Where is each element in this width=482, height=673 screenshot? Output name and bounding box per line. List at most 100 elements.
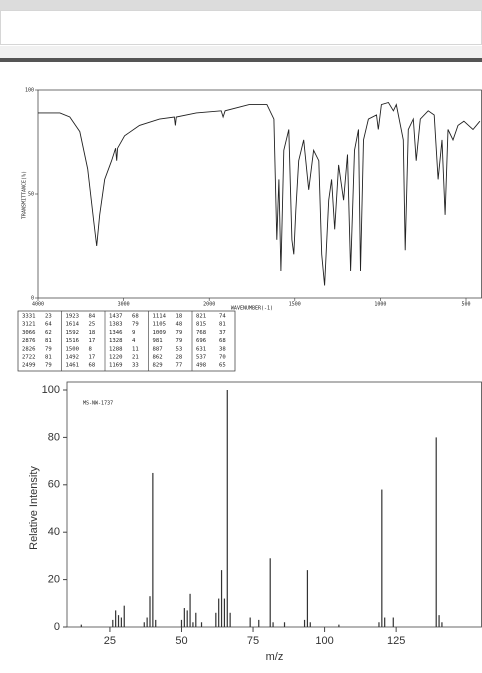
peak-transmittance: 70 [219, 355, 226, 361]
peak-wavenumber: 829 [153, 363, 163, 369]
peak-bar [229, 612, 231, 627]
peak-wavenumber: 3331 [22, 314, 35, 320]
peak-bar [120, 617, 122, 627]
y-tick-label: 0 [31, 296, 34, 302]
top-bar [0, 0, 482, 10]
x-axis-label: m/z [266, 651, 284, 663]
peak-transmittance: 68 [89, 363, 96, 369]
y-tick-label: 40 [48, 526, 60, 538]
peak-transmittance: 18 [176, 314, 183, 320]
peak-transmittance: 81 [45, 355, 52, 361]
peak-wavenumber: 3066 [22, 330, 35, 336]
spectrum-line [38, 101, 481, 286]
y-tick-label: 20 [48, 574, 60, 586]
peak-bar [123, 605, 125, 627]
peak-wavenumber: 862 [153, 355, 163, 361]
peak-bar [384, 617, 386, 627]
peak-bar [186, 610, 188, 627]
peak-wavenumber: 981 [153, 338, 163, 344]
peak-bar [115, 610, 117, 627]
peak-wavenumber: 2826 [22, 346, 35, 352]
peak-transmittance: 79 [45, 346, 52, 352]
peak-bar [438, 615, 440, 627]
x-tick-label: 75 [247, 635, 259, 647]
peak-wavenumber: 1461 [66, 363, 79, 369]
peak-wavenumber: 696 [196, 338, 206, 344]
peak-wavenumber: 537 [196, 355, 206, 361]
peak-wavenumber: 1105 [153, 322, 166, 328]
peak-wavenumber: 1923 [66, 314, 79, 320]
peak-transmittance: 23 [45, 314, 52, 320]
peak-bar [220, 570, 223, 627]
peak-wavenumber: 1288 [109, 346, 123, 352]
peak-bar [192, 622, 194, 627]
y-tick-label: 100 [25, 88, 34, 94]
peak-bar [378, 622, 380, 627]
peak-bar [309, 622, 311, 627]
peak-transmittance: 17 [89, 338, 96, 344]
peak-wavenumber: 1346 [109, 330, 122, 336]
peak-transmittance: 77 [176, 363, 183, 369]
peak-transmittance: 79 [45, 363, 52, 369]
y-axis-label: TRANSMITTANCE(%) [22, 171, 28, 219]
peak-bar [226, 390, 228, 627]
peak-bar [152, 472, 154, 627]
x-tick-label: 2000 [203, 302, 215, 308]
peak-wavenumber: 2722 [22, 355, 35, 361]
peak-wavenumber: 1500 [66, 346, 79, 352]
peak-wavenumber: 1114 [153, 314, 167, 320]
peak-bar [155, 619, 157, 627]
peak-wavenumber: 498 [196, 363, 207, 369]
peak-bar [80, 624, 82, 627]
y-tick-label: 60 [48, 479, 60, 491]
peak-transmittance: 37 [219, 330, 226, 336]
peak-transmittance: 18 [89, 330, 96, 336]
peak-transmittance: 68 [132, 314, 139, 320]
peak-transmittance: 74 [219, 314, 226, 320]
peak-wavenumber: 821 [196, 314, 206, 320]
peak-transmittance: 11 [132, 346, 139, 352]
peak-transmittance: 8 [89, 346, 93, 352]
peak-bar [258, 619, 260, 627]
peak-wavenumber: 1592 [66, 330, 79, 336]
peak-transmittance: 9 [132, 330, 135, 336]
peak-transmittance: 17 [89, 355, 96, 361]
divider [0, 58, 482, 62]
peak-transmittance: 79 [132, 322, 139, 328]
plot-frame [66, 381, 482, 628]
x-tick-label: 3000 [118, 302, 130, 308]
peak-wavenumber: 631 [196, 346, 206, 352]
peak-transmittance: 53 [176, 346, 183, 352]
peak-bar [381, 489, 383, 627]
peak-wavenumber: 768 [196, 330, 207, 336]
plot-frame [37, 89, 482, 299]
peak-wavenumber: 2499 [22, 363, 35, 369]
peak-transmittance: 65 [219, 363, 226, 369]
peak-bar [215, 612, 217, 627]
peak-transmittance: 62 [45, 330, 52, 336]
x-tick-label: 4000 [32, 302, 44, 308]
peak-transmittance: 79 [176, 338, 183, 344]
peak-table-frame [17, 310, 236, 372]
input-box [0, 10, 482, 45]
chart-title: MS-NW-1737 [83, 401, 113, 407]
peak-wavenumber: 1516 [66, 338, 79, 344]
peak-transmittance: 81 [219, 322, 226, 328]
peak-bar [283, 622, 286, 627]
peak-bar [189, 593, 191, 627]
peak-bar [112, 619, 114, 627]
peak-bar [146, 617, 148, 627]
peak-transmittance: 84 [89, 314, 96, 320]
y-tick-label: 50 [28, 192, 34, 198]
peak-bar [338, 624, 340, 627]
y-tick-label: 100 [42, 384, 60, 396]
y-tick-label: 0 [54, 621, 60, 633]
peak-transmittance: 38 [219, 346, 226, 352]
peak-wavenumber: 2876 [22, 338, 35, 344]
peak-wavenumber: 1220 [109, 355, 122, 361]
peak-bar [272, 622, 274, 627]
peak-wavenumber: 3121 [22, 322, 35, 328]
peak-bar [303, 619, 306, 627]
y-axis-label: Relative Intensity [28, 466, 40, 550]
peak-bar [392, 617, 394, 627]
